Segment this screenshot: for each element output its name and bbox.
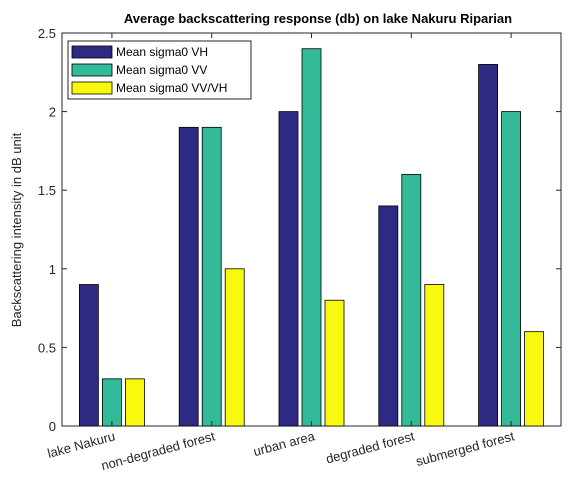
y-tick-label: 2.5 (38, 26, 56, 41)
y-tick-label: 1.5 (38, 183, 56, 198)
y-tick-label: 0.5 (38, 340, 56, 355)
bar-1-2 (178, 126, 199, 427)
bar-2-2 (201, 126, 222, 427)
bar-1-3 (278, 111, 299, 427)
bar-3-4 (424, 284, 445, 427)
legend-label-1: Mean sigma0 VH (116, 45, 208, 59)
y-axis-label: Backscattering intensity in dB unit (9, 132, 24, 327)
bar-1-1 (79, 284, 99, 427)
bars (79, 48, 544, 427)
x-tick-label: submerged forest (414, 428, 516, 469)
legend-swatch-3 (71, 81, 113, 95)
bar-3-1 (125, 378, 145, 427)
bar-3-5 (524, 331, 544, 427)
chart-title: Average backscattering response (db) on … (124, 11, 512, 26)
bar-3-2 (224, 268, 245, 427)
y-tick-label: 0 (49, 419, 56, 434)
y-tick-label: 1 (49, 262, 56, 277)
x-tick-label: urban area (252, 428, 317, 459)
x-tick-label: non-degraded forest (99, 428, 216, 473)
bar-3-3 (324, 299, 345, 427)
y-axis-ticks: 0 0.5 1 1.5 2 2.5 (38, 26, 561, 434)
legend-label-2: Mean sigma0 VV (116, 63, 207, 77)
bar-2-3 (301, 48, 322, 427)
y-tick-label: 2 (49, 105, 56, 120)
bar-2-5 (501, 111, 522, 427)
legend-swatch-2 (71, 63, 113, 77)
legend: Mean sigma0 VH Mean sigma0 VV Mean sigma0 … (67, 40, 252, 100)
bar-2-1 (102, 378, 122, 427)
bar-1-5 (478, 64, 499, 427)
legend-swatch-1 (71, 45, 113, 59)
bar-2-4 (401, 174, 422, 427)
x-tick-label: degraded forest (324, 428, 416, 466)
bar-1-4 (378, 205, 399, 427)
legend-label-3: Mean sigma0 VV/VH (116, 81, 227, 95)
